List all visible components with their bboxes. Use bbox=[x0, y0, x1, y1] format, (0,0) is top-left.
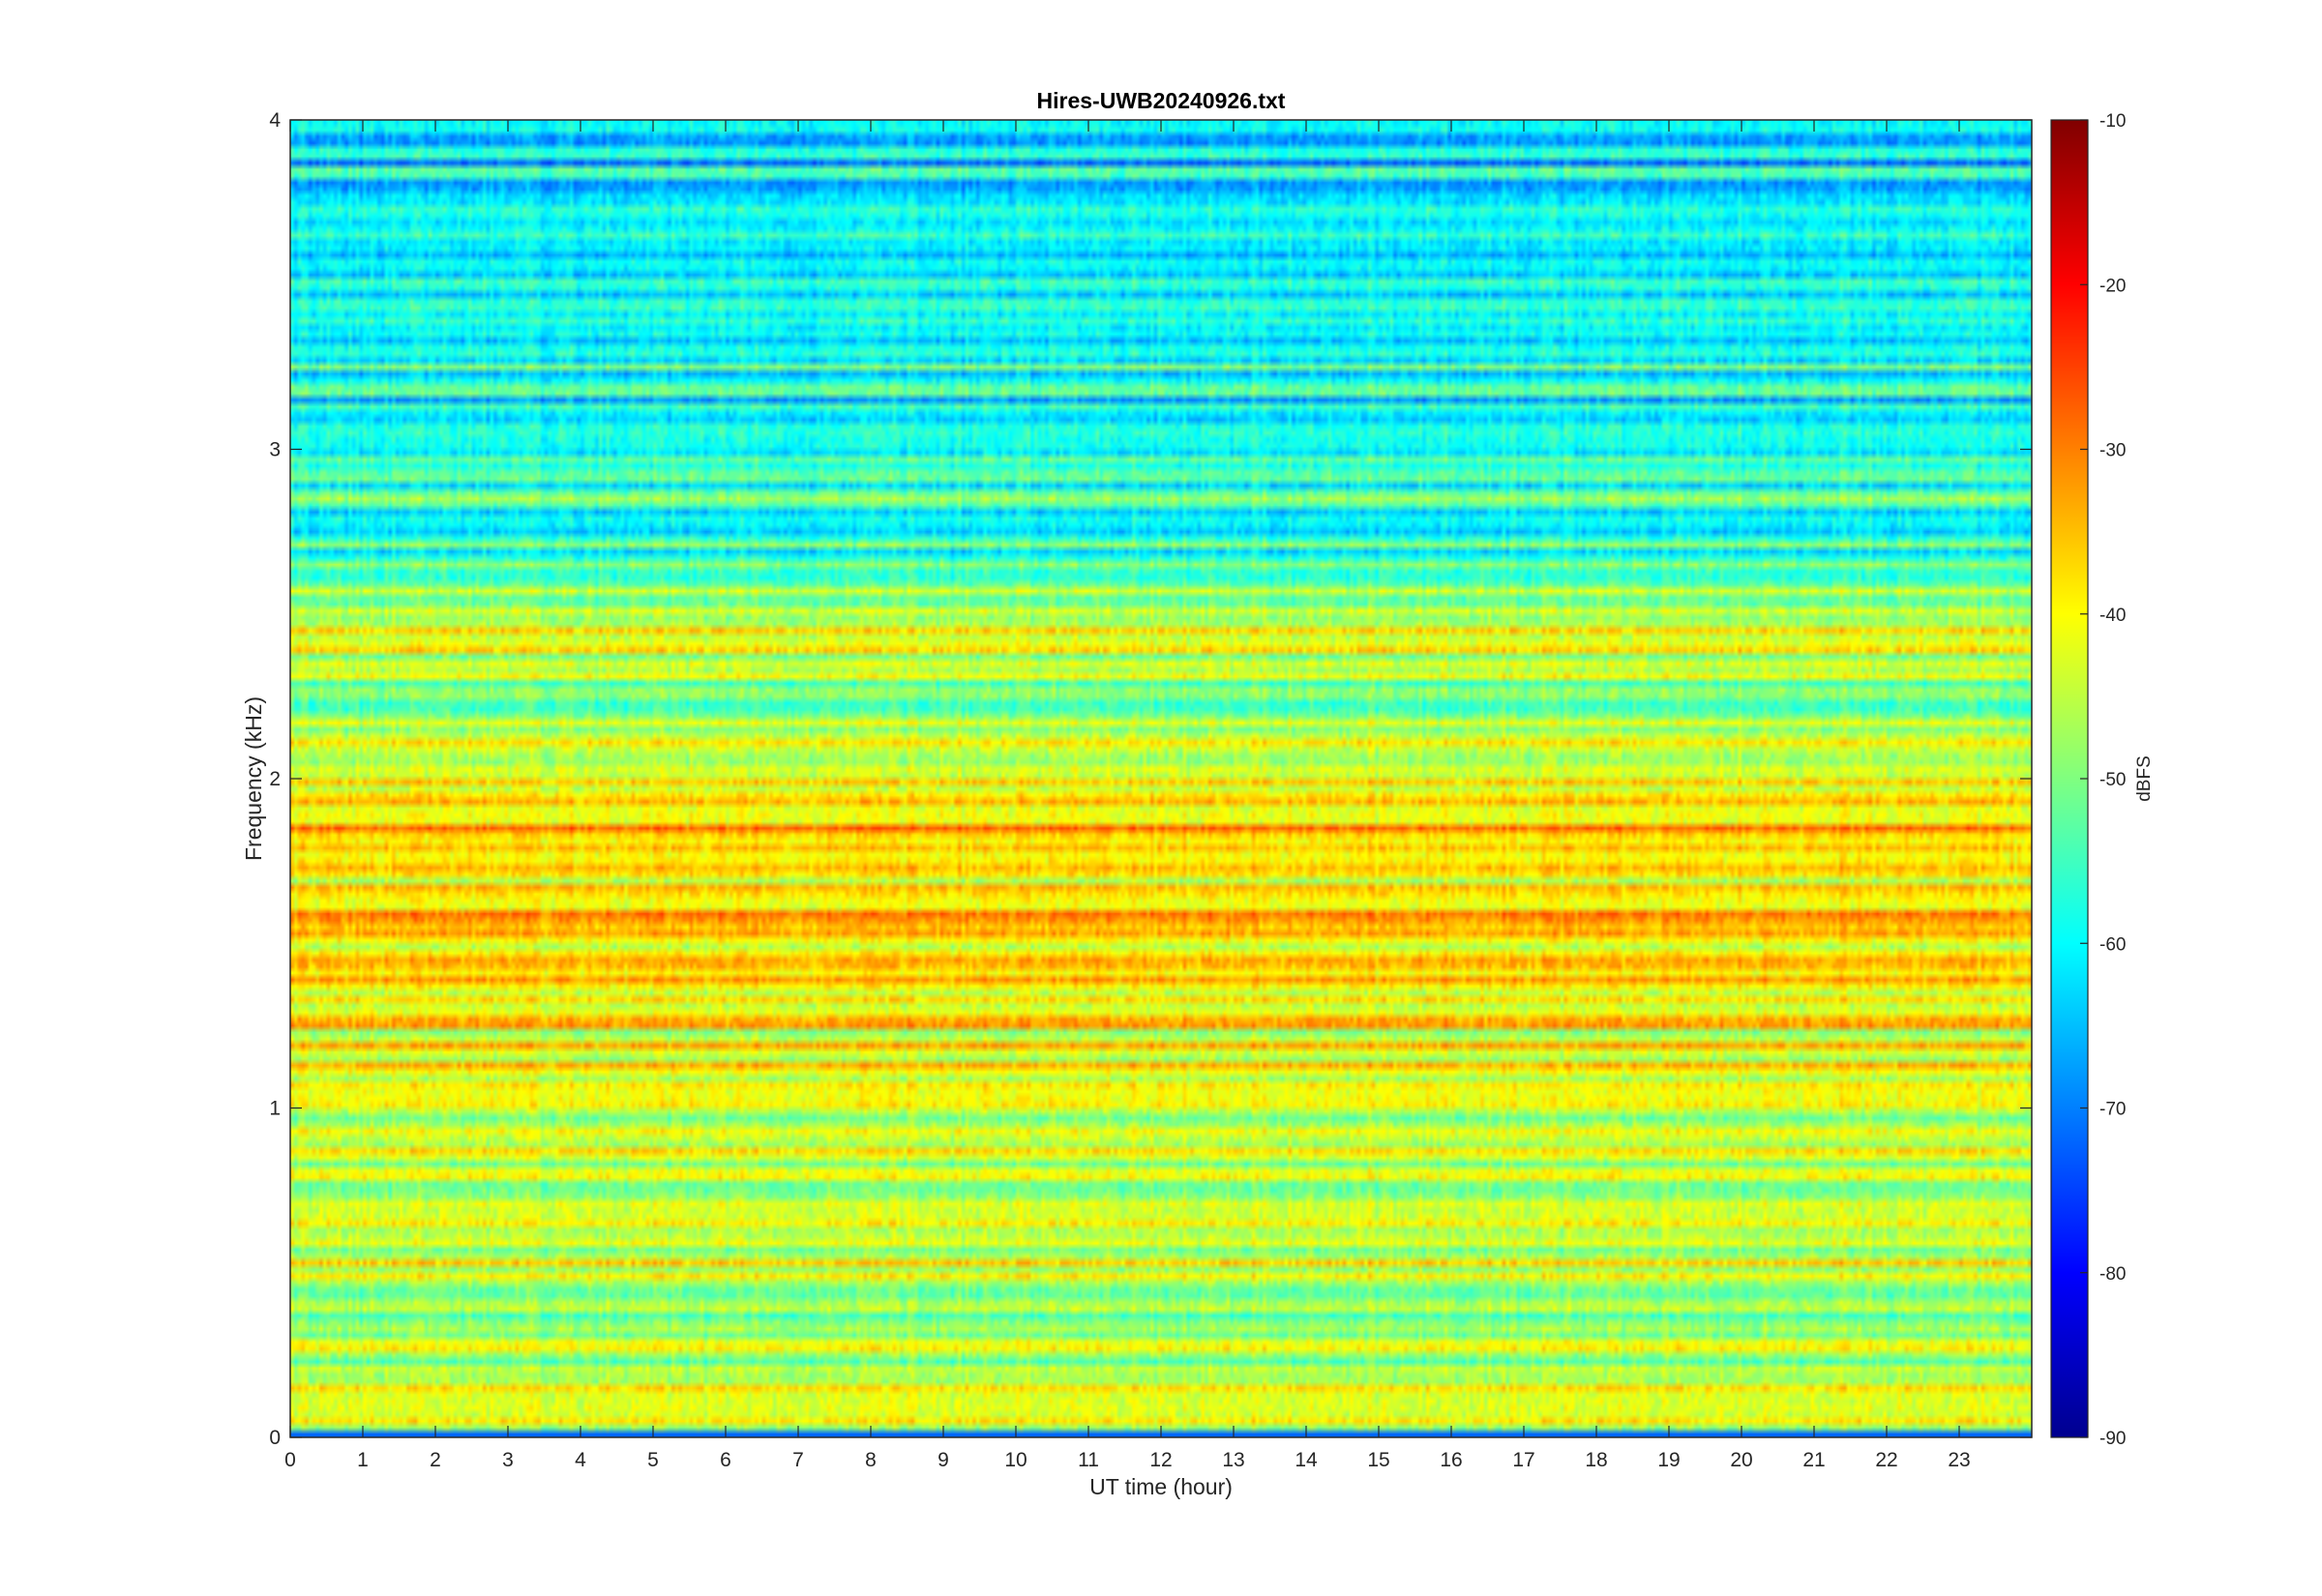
colorbar-ticks: -10 -20 -30 -40 -50 -60 -70 -80 -90 bbox=[2080, 111, 2126, 1449]
colorbar-tick-label: -50 bbox=[2099, 770, 2126, 790]
colorbar-tick-label: -40 bbox=[2099, 606, 2126, 626]
x-tick-label: 12 bbox=[1149, 1449, 1172, 1471]
x-tick-label: 4 bbox=[575, 1449, 586, 1471]
colorbar-tick-label: -10 bbox=[2099, 111, 2126, 132]
x-tick-label: 16 bbox=[1440, 1449, 1462, 1471]
colorbar-tick-label: -30 bbox=[2099, 441, 2126, 461]
x-tick-label: 2 bbox=[430, 1449, 441, 1471]
y-tick-label: 2 bbox=[269, 768, 281, 790]
x-tick-label: 13 bbox=[1222, 1449, 1244, 1471]
y-tick-label: 4 bbox=[269, 109, 281, 132]
x-tick-label: 3 bbox=[502, 1449, 514, 1471]
chart-title: Hires-UWB20240926.txt bbox=[1037, 88, 1286, 113]
x-tick-label: 7 bbox=[792, 1449, 804, 1471]
y-axis-label: Frequency (kHz) bbox=[241, 696, 266, 861]
x-tick-label: 23 bbox=[1948, 1449, 1970, 1471]
colorbar-tick-label: -70 bbox=[2099, 1100, 2126, 1120]
y-tick-label: 0 bbox=[269, 1427, 281, 1449]
x-tick-label: 19 bbox=[1657, 1449, 1680, 1471]
y-tick-label: 1 bbox=[269, 1098, 281, 1120]
x-tick-label: 9 bbox=[938, 1449, 949, 1471]
x-tick-label: 8 bbox=[865, 1449, 877, 1471]
colorbar-label: dBFS bbox=[2134, 755, 2155, 802]
spectrogram-heatmap bbox=[290, 120, 2032, 1437]
x-tick-label: 1 bbox=[357, 1449, 369, 1471]
x-tick-label: 21 bbox=[1802, 1449, 1825, 1471]
colorbar-tick-label: -60 bbox=[2099, 934, 2126, 955]
x-tick-label: 10 bbox=[1004, 1449, 1027, 1471]
x-tick-label: 5 bbox=[647, 1449, 659, 1471]
colorbar-tick-label: -20 bbox=[2099, 276, 2126, 296]
x-tick-label: 11 bbox=[1078, 1449, 1099, 1471]
x-tick-label: 14 bbox=[1295, 1449, 1318, 1471]
x-tick-label: 0 bbox=[284, 1449, 296, 1471]
x-tick-label: 15 bbox=[1367, 1449, 1389, 1471]
x-axis-ticks: 0 1 2 3 4 5 6 7 8 9 10 11 12 13 14 15 16 17 18 19 20 21 22 23 bbox=[284, 120, 1971, 1471]
x-axis-label: UT time (hour) bbox=[1089, 1474, 1233, 1499]
spectrogram-image bbox=[290, 120, 2032, 1437]
x-tick-label: 18 bbox=[1585, 1449, 1607, 1471]
x-tick-label: 22 bbox=[1875, 1449, 1897, 1471]
x-tick-label: 20 bbox=[1730, 1449, 1752, 1471]
x-tick-label: 6 bbox=[720, 1449, 731, 1471]
y-axis-ticks: 0 1 2 3 4 bbox=[269, 109, 2032, 1449]
y-tick-label: 3 bbox=[269, 439, 281, 461]
colorbar-tick-label: -80 bbox=[2099, 1264, 2126, 1285]
colorbar-tick-label: -90 bbox=[2099, 1429, 2126, 1449]
x-tick-label: 17 bbox=[1512, 1449, 1534, 1471]
